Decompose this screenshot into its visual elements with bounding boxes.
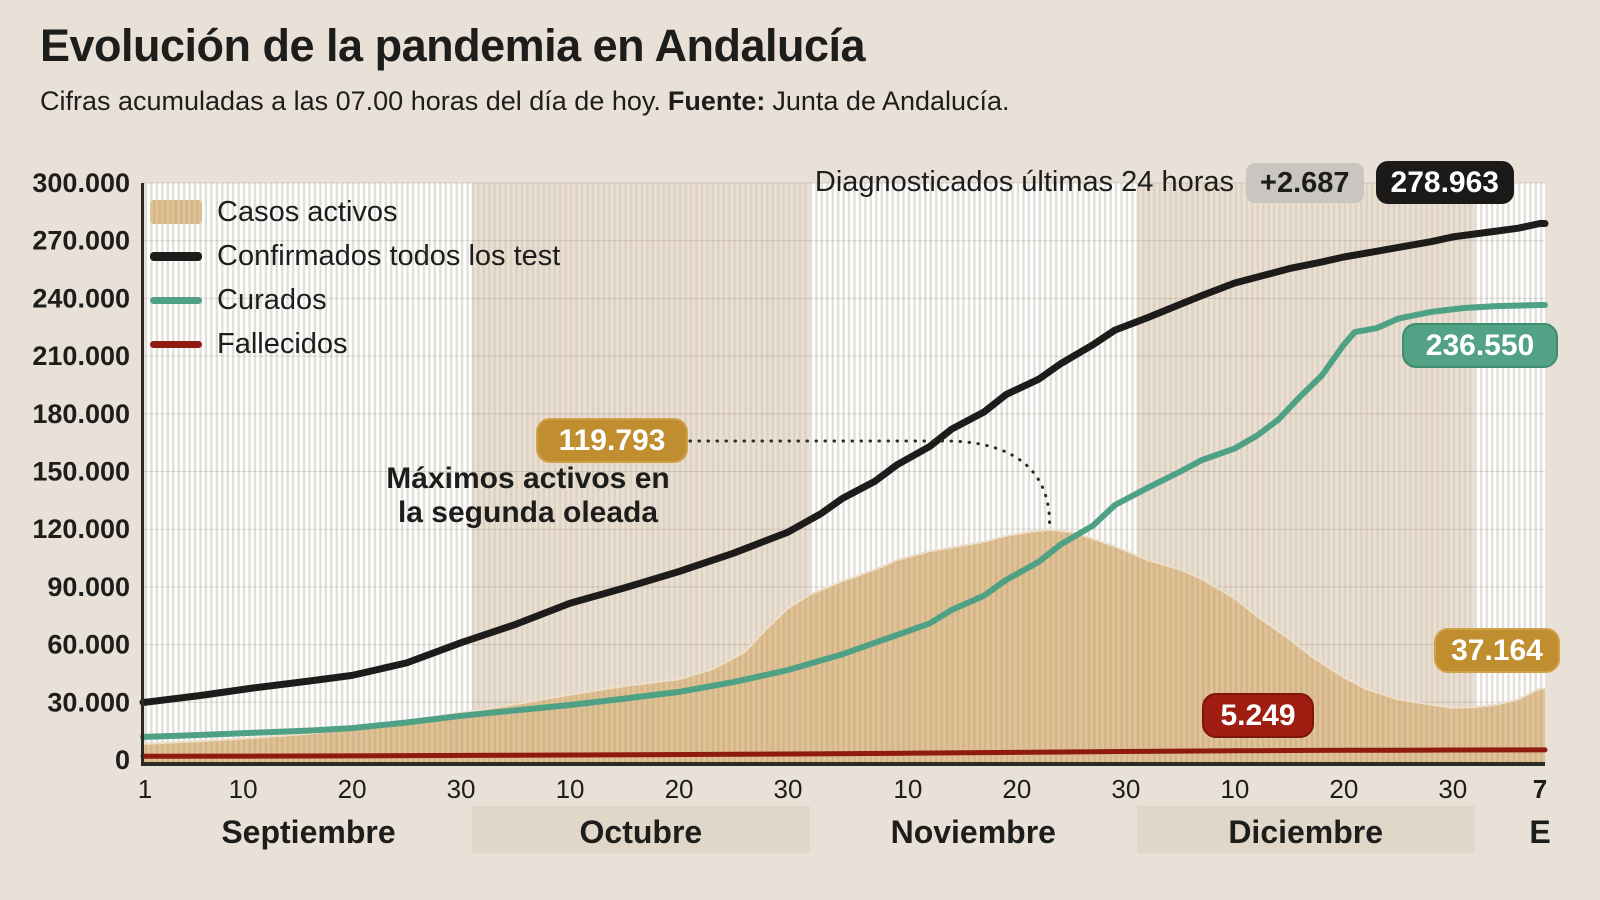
month-label-octubre: Octubre [580,814,703,850]
x-tick-label-day-20: 20 [665,774,694,804]
series-area-activos [143,529,1545,762]
x-tick-label-day-30: 30 [1438,774,1467,804]
diagnosed-last-24h: Diagnosticados últimas 24 horas +2.687 2… [815,161,1514,204]
month-band-e [1474,183,1545,762]
fallecidos-total-badge: 5.249 [1202,693,1314,738]
y-axis-label-150.000: 150.000 [32,457,130,487]
legend-item-confirmados: Confirmados todos los test [150,234,560,278]
subtitle-source-label: Fuente: [667,86,766,116]
legend: Casos activos Confirmados todos los test C… [150,190,560,366]
x-tick-label-day-1: 1 [138,774,152,804]
x-tick-label-day-10: 10 [1220,774,1249,804]
y-axis-label-120.000: 120.000 [32,514,130,544]
legend-swatch-fallecidos [150,340,202,348]
y-axis-label-270.000: 270.000 [32,226,130,256]
curados-total-badge: 236.550 [1402,323,1558,368]
y-axis-line [141,183,144,766]
legend-item-curados: Curados [150,278,560,322]
month-label-e: E [1529,814,1550,850]
max-active-value-badge: 119.793 [536,418,688,463]
total-confirmed-badge: 278.963 [1375,161,1514,204]
y-axis-label-240.000: 240.000 [32,283,130,313]
legend-label-activos: Casos activos [217,195,398,228]
month-label-box-diciembre [1136,806,1475,853]
x-tick-label-day-10: 10 [893,774,922,804]
y-axis-label-60.000: 60.000 [47,630,130,660]
y-axis-label-210.000: 210.000 [32,341,130,371]
y-axis-label-300.000: 300.000 [32,168,130,198]
y-axis-label-180.000: 180.000 [32,399,130,429]
legend-item-fallecidos: Fallecidos [150,322,560,366]
legend-label-curados: Curados [217,283,327,316]
y-axis-label-90.000: 90.000 [47,572,130,602]
page-title: Evolución de la pandemia en Andalucía [40,20,866,71]
activos-total-badge: 37.164 [1434,628,1560,673]
subtitle-text: Cifras acumuladas a las 07.00 horas del … [40,86,661,116]
x-tick-label-day-30: 30 [1111,774,1140,804]
month-label-noviembre: Noviembre [891,814,1056,850]
legend-item-activos: Casos activos [150,190,560,234]
x-tick-label-day-10: 10 [556,774,585,804]
x-tick-label-day-7: 7 [1533,774,1547,804]
max-active-annotation: Máximos activos en la segunda oleada [368,462,688,530]
series-area-edge-activos [143,528,1545,745]
legend-swatch-activos [150,200,202,224]
y-axis-label-0: 0 [115,745,130,775]
subtitle-source-value: Junta de Andalucía. [772,86,1010,116]
x-tick-label-day-30: 30 [774,774,803,804]
subtitle: Cifras acumuladas a las 07.00 horas del … [40,86,1010,117]
month-band-septiembre [145,183,472,762]
series-line-confirmados [139,220,1549,706]
month-label-septiembre: Septiembre [221,814,395,850]
x-tick-label-day-10: 10 [229,774,258,804]
x-tick-label-day-20: 20 [1002,774,1031,804]
x-tick-label-day-20: 20 [1329,774,1358,804]
annotation-line-2: la segunda oleada [397,496,659,529]
annotation-line-1: Máximos activos en [386,462,670,495]
diagnosed-24h-label: Diagnosticados últimas 24 horas [814,166,1235,198]
legend-swatch-curados [150,296,202,304]
x-tick-label-day-30: 30 [447,774,476,804]
x-tick-label-day-20: 20 [338,774,367,804]
delta-24h-badge: +2.687 [1246,162,1364,203]
month-label-diciembre: Diciembre [1228,814,1383,850]
legend-label-confirmados: Confirmados todos los test [217,239,561,272]
x-axis-line [141,762,1545,766]
y-axis-label-30.000: 30.000 [47,687,130,717]
legend-swatch-confirmados [150,251,202,261]
series-line-fallecidos [140,747,1548,759]
month-label-box-octubre [471,806,810,853]
legend-label-fallecidos: Fallecidos [217,327,348,360]
series-line-curados [140,302,1548,740]
